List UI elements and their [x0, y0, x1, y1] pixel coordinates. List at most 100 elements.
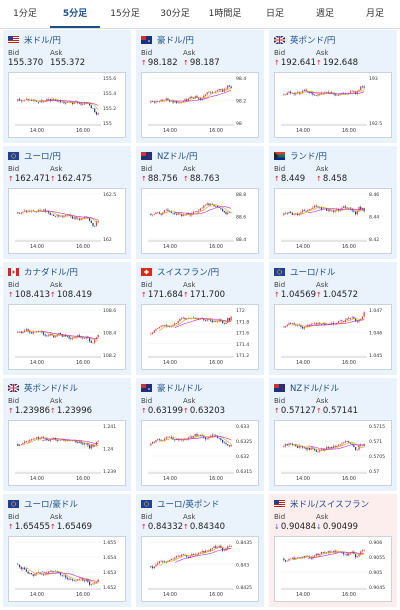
candle-body: [48, 99, 50, 100]
pair-name[interactable]: 米ドル/円: [24, 36, 61, 46]
tab-4[interactable]: 1時間足: [208, 9, 242, 19]
mini-chart[interactable]: 0.906 0.9055 0.905 0.9045 14:00 16:00: [274, 536, 392, 602]
trend-arrow-icon: ↑: [316, 59, 322, 67]
pair-name[interactable]: ランド/円: [290, 152, 327, 162]
pair-name[interactable]: カナダドル/円: [24, 268, 78, 278]
candle-body: [25, 441, 27, 443]
tab-7[interactable]: 月足: [365, 9, 384, 19]
candle-body: [25, 569, 27, 572]
mini-chart[interactable]: 108.6 108.4 108.2 14:00 16:00: [8, 304, 126, 370]
bid-price: 0.57127: [280, 406, 317, 416]
mini-chart[interactable]: 162.5 162 14:00 16:00: [8, 188, 126, 254]
candle-body: [51, 214, 53, 216]
candle-body: [290, 211, 292, 214]
pair-name[interactable]: ユーロ/豪ドル: [24, 500, 78, 510]
mini-chart[interactable]: 172 171.8 171.6 171.4 171.2 14:00 16:00: [141, 304, 259, 370]
tab-0[interactable]: 1分足: [13, 9, 37, 19]
rate-card[interactable]: 豪ドル/ドル Bid Ask ↑0.63199 ↑0.63203 0.633 0.6325 0…: [136, 378, 264, 491]
candle-body: [218, 89, 220, 91]
mini-chart[interactable]: 1.241 1.24 1.239 14:00 16:00: [8, 420, 126, 486]
candle-body: [351, 90, 353, 92]
candle-body: [20, 331, 22, 334]
mini-chart[interactable]: 1.047 1.046 1.045 14:00 16:00: [274, 304, 392, 370]
rate-card[interactable]: 米ドル/円 Bid Ask 155.370 155.372 155.6 155.4 155.2…: [3, 30, 131, 143]
pair-name[interactable]: 米ドル/スイスフラン: [290, 500, 370, 510]
rate-card[interactable]: ランド/円 Bid Ask ↑8.449 ↑8.458 8.46 8.44 8.42 14:00…: [269, 146, 397, 259]
candle-body: [58, 440, 60, 442]
bid-label: Bid: [8, 165, 20, 173]
rate-card[interactable]: 英ポンド/円 Bid Ask ↑192.641 ↑192.648 193 192.5 14:0…: [269, 30, 397, 143]
pair-name[interactable]: 英ポンド/円: [290, 36, 336, 46]
candle-body: [39, 331, 41, 332]
candle-body: [151, 441, 154, 444]
candle-body: [194, 553, 196, 555]
candle-body: [213, 321, 215, 323]
candle-body: [18, 564, 21, 567]
rate-card[interactable]: スイスフラン/円 Bid Ask ↑171.684 ↑171.700 172 171.8 17…: [136, 262, 264, 375]
mini-chart[interactable]: 98.4 98.2 98 14:00 16:00: [141, 72, 259, 138]
mini-chart[interactable]: 0.5715 0.571 0.5705 0.57 14:00 16:00: [274, 420, 392, 486]
candle-body: [92, 108, 94, 109]
candle-body: [353, 90, 355, 92]
candle-body: [319, 554, 321, 555]
rate-card[interactable]: ユーロ/豪ドル Bid Ask ↑1.65455 ↑1.65469 1.655 1.654 1…: [3, 494, 131, 607]
bid-label: Bid: [274, 513, 286, 521]
candle-body: [65, 102, 67, 104]
x-tick-label: 16:00: [342, 360, 356, 366]
rate-card[interactable]: カナダドル/円 Bid Ask ↑108.413 ↑108.419 108.6 108.4 1…: [3, 262, 131, 375]
rate-card[interactable]: 米ドル/スイスフラン Bid Ask ↓0.90484 ↓0.90499 0.906 0.9…: [269, 494, 397, 607]
candle-body: [177, 555, 179, 557]
candle-body: [167, 98, 169, 101]
candle-body: [78, 103, 80, 104]
candle-body: [348, 208, 350, 210]
candle-body: [92, 342, 94, 344]
tab-6[interactable]: 週足: [315, 9, 334, 19]
rate-card[interactable]: 豪ドル/円 Bid Ask ↑98.182 ↑98.187 98.4 98.2 98 14:00…: [136, 30, 264, 143]
trend-arrow-icon: ↑: [316, 175, 322, 183]
y-tick-label: 88.4: [236, 237, 246, 243]
candle-body: [34, 211, 36, 213]
mini-chart[interactable]: 1.655 1.654 1.653 1.652 14:00 16:00: [8, 536, 126, 602]
mini-chart[interactable]: 0.633 0.6325 0.632 0.6315 14:00 16:00: [141, 420, 259, 486]
pair-name[interactable]: 豪ドル/円: [157, 36, 194, 46]
candle-body: [153, 441, 155, 443]
mini-chart[interactable]: 0.8435 0.843 0.8425 14:00 16:00: [141, 536, 259, 602]
pair-name[interactable]: スイスフラン/円: [157, 268, 220, 278]
mini-chart[interactable]: 155.6 155.4 155.2 155 14:00 16:00: [8, 72, 126, 138]
pair-name[interactable]: ユーロ/英ポンド: [157, 500, 220, 510]
rate-card[interactable]: ユーロ/円 Bid Ask ↑162.471 ↑162.475 162.5 162 14:00…: [3, 146, 131, 259]
bid-label: Bid: [274, 281, 286, 289]
candle-body: [283, 446, 285, 448]
candle-body: [54, 336, 57, 338]
candle-body: [286, 92, 288, 95]
rate-card[interactable]: 英ポンド/ドル Bid Ask ↑1.23986 ↑1.23996 1.241 1.24 1.…: [3, 378, 131, 491]
ask-price: 1.65469: [56, 522, 93, 532]
tab-3[interactable]: 30分足: [160, 9, 190, 19]
candle-body: [230, 546, 232, 547]
candle-body: [302, 446, 304, 448]
tab-2[interactable]: 15分足: [110, 9, 140, 19]
tab-5[interactable]: 日足: [265, 9, 284, 19]
pair-name[interactable]: ユーロ/ドル: [290, 268, 336, 278]
pair-name[interactable]: NZドル/円: [157, 152, 198, 162]
mini-chart[interactable]: 8.46 8.44 8.42 14:00 16:00: [274, 188, 392, 254]
candle-body: [351, 317, 353, 318]
mini-chart[interactable]: 88.8 88.6 88.4 14:00 16:00: [141, 188, 259, 254]
rate-card[interactable]: NZドル/ドル Bid Ask ↑0.57127 ↑0.57141 0.5715 0.571…: [269, 378, 397, 491]
candle-body: [322, 552, 324, 553]
rate-card[interactable]: ユーロ/ドル Bid Ask ↑1.04569 ↑1.04572 1.047 1.046 1.…: [269, 262, 397, 375]
moving-average-line: [307, 551, 365, 559]
candlestick-chart: 0.8435 0.843 0.8425 14:00 16:00: [148, 540, 252, 598]
pair-name[interactable]: 豪ドル/ドル: [157, 384, 203, 394]
candle-body: [314, 94, 316, 96]
pair-name[interactable]: 英ポンド/ドル: [24, 384, 78, 394]
tab-1[interactable]: 5分足: [50, 0, 100, 28]
candle-body: [24, 99, 26, 101]
rate-card[interactable]: NZドル/円 Bid Ask ↑88.756 ↑88.763 88.8 88.6 88.4 14…: [136, 146, 264, 259]
bid-value: ↑98.182: [141, 58, 178, 68]
candle-body: [177, 213, 179, 215]
rate-card[interactable]: ユーロ/英ポンド Bid Ask ↑0.84332 ↑0.84340 0.8435 0.84…: [136, 494, 264, 607]
mini-chart[interactable]: 193 192.5 14:00 16:00: [274, 72, 392, 138]
pair-name[interactable]: NZドル/ドル: [290, 384, 340, 394]
pair-name[interactable]: ユーロ/円: [24, 152, 61, 162]
